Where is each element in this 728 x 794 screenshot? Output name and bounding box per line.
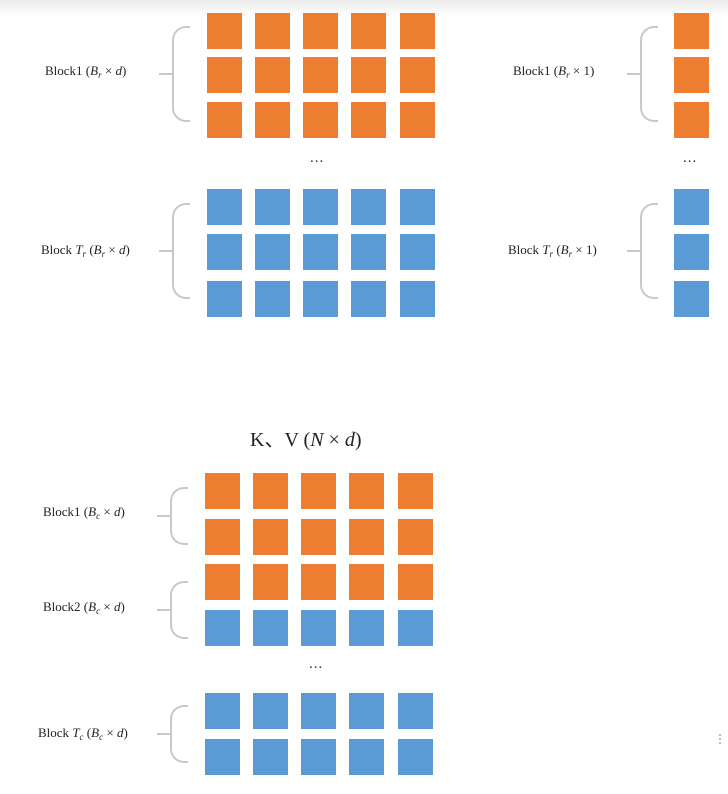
grid-cell — [349, 473, 384, 509]
grid-cell — [255, 102, 290, 138]
kv-block1-label: Block1 (Bc × d) — [43, 504, 125, 521]
q-blockT-label: Block Tr (Br × d) — [41, 242, 130, 259]
grid-cell — [398, 739, 433, 775]
kv-blockT-brace — [170, 705, 188, 763]
grid-cell — [301, 693, 336, 729]
grid-cell — [398, 519, 433, 555]
q-block1-brace — [172, 26, 190, 122]
kv-block2-tick — [157, 609, 170, 611]
grid-cell — [301, 610, 336, 646]
o-block1-tick — [627, 73, 640, 75]
grid-cell — [398, 693, 433, 729]
grid-cell — [674, 57, 709, 93]
kv-blockT-tick — [157, 733, 170, 735]
grid-cell — [303, 189, 338, 225]
grid-cell — [253, 519, 288, 555]
grid-cell — [301, 473, 336, 509]
grid-cell — [255, 13, 290, 49]
grid-cell — [674, 234, 709, 270]
grid-cell — [303, 57, 338, 93]
grid-cell — [207, 189, 242, 225]
grid-cell — [255, 281, 290, 317]
grid-cell — [674, 281, 709, 317]
grid-cell — [398, 610, 433, 646]
grid-cell — [255, 234, 290, 270]
grid-cell — [674, 102, 709, 138]
grid-cell — [301, 519, 336, 555]
grid-cell — [351, 189, 386, 225]
grid-cell — [400, 189, 435, 225]
o-blockT-brace — [640, 203, 658, 299]
grid-cell — [674, 13, 709, 49]
grid-cell — [207, 281, 242, 317]
q-blockT-brace — [172, 203, 190, 299]
grid-cell — [400, 281, 435, 317]
grid-cell — [303, 102, 338, 138]
grid-cell — [400, 234, 435, 270]
grid-cell — [301, 739, 336, 775]
grid-cell — [301, 564, 336, 600]
grid-cell — [207, 13, 242, 49]
grid-cell — [253, 693, 288, 729]
q-block1-tick — [159, 73, 172, 75]
grid-cell — [303, 234, 338, 270]
grid-cell — [398, 564, 433, 600]
grid-cell — [205, 610, 240, 646]
o-blockT-tick — [627, 250, 640, 252]
grid-cell — [205, 693, 240, 729]
top-shade — [0, 0, 728, 16]
kv-blockT-label: Block Tc (Bc × d) — [38, 725, 128, 742]
kv-block1-tick — [157, 515, 170, 517]
o-blockT-label: Block Tr (Br × 1) — [508, 242, 597, 259]
grid-cell — [205, 739, 240, 775]
o-block1-label: Block1 (Br × 1) — [513, 63, 595, 80]
grid-cell — [207, 234, 242, 270]
kv-title: K、V (N × d) — [250, 429, 362, 451]
o-ellipsis: ... — [683, 150, 698, 166]
grid-cell — [207, 102, 242, 138]
kv-block2-brace — [170, 581, 188, 639]
grid-cell — [349, 564, 384, 600]
q-blockT-tick — [159, 250, 172, 252]
kv-ellipsis: ... — [309, 656, 324, 672]
grid-cell — [351, 13, 386, 49]
kv-block2-label: Block2 (Bc × d) — [43, 599, 125, 616]
edge-artifact — [719, 734, 726, 744]
grid-cell — [400, 13, 435, 49]
grid-cell — [400, 102, 435, 138]
grid-cell — [253, 610, 288, 646]
grid-cell — [351, 102, 386, 138]
grid-cell — [303, 13, 338, 49]
grid-cell — [205, 473, 240, 509]
kv-block1-brace — [170, 487, 188, 545]
grid-cell — [303, 281, 338, 317]
grid-cell — [253, 564, 288, 600]
grid-cell — [674, 189, 709, 225]
grid-cell — [205, 519, 240, 555]
grid-cell — [349, 519, 384, 555]
grid-cell — [207, 57, 242, 93]
grid-cell — [255, 189, 290, 225]
grid-cell — [351, 57, 386, 93]
q-ellipsis: ... — [310, 150, 325, 166]
grid-cell — [400, 57, 435, 93]
grid-cell — [255, 57, 290, 93]
grid-cell — [253, 473, 288, 509]
grid-cell — [351, 281, 386, 317]
o-block1-brace — [640, 26, 658, 122]
grid-cell — [205, 564, 240, 600]
grid-cell — [349, 739, 384, 775]
q-block1-label: Block1 (Br × d) — [45, 63, 127, 80]
grid-cell — [349, 610, 384, 646]
grid-cell — [253, 739, 288, 775]
grid-cell — [349, 693, 384, 729]
grid-cell — [351, 234, 386, 270]
grid-cell — [398, 473, 433, 509]
